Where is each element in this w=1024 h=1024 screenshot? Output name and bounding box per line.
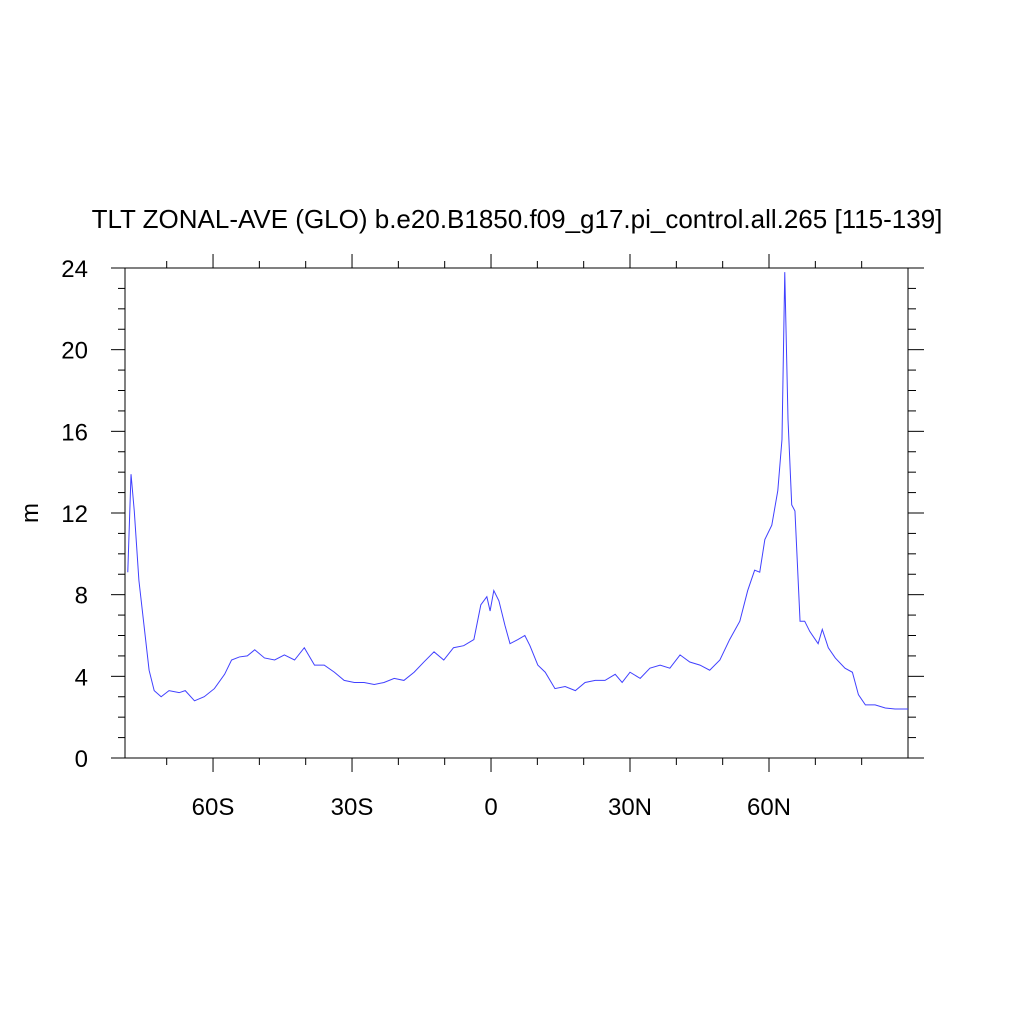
data-line — [127, 272, 908, 710]
x-tick-label: 60N — [747, 794, 791, 821]
x-tick-label: 0 — [484, 794, 497, 821]
y-tick-label: 16 — [61, 419, 88, 446]
y-tick-label: 0 — [75, 746, 88, 773]
chart-title: TLT ZONAL-AVE (GLO) b.e20.B1850.f09_g17.… — [92, 204, 943, 234]
x-tick-label: 60S — [192, 794, 235, 821]
y-tick-label: 24 — [61, 256, 88, 283]
y-tick-label: 8 — [75, 583, 88, 610]
x-tick-label: 30S — [331, 794, 374, 821]
y-tick-label: 4 — [75, 664, 88, 691]
x-tick-label: 30N — [608, 794, 652, 821]
y-axis-label: m — [17, 503, 44, 523]
y-tick-label: 20 — [61, 338, 88, 365]
plot-frame — [124, 267, 909, 759]
y-tick-label: 12 — [61, 501, 88, 528]
